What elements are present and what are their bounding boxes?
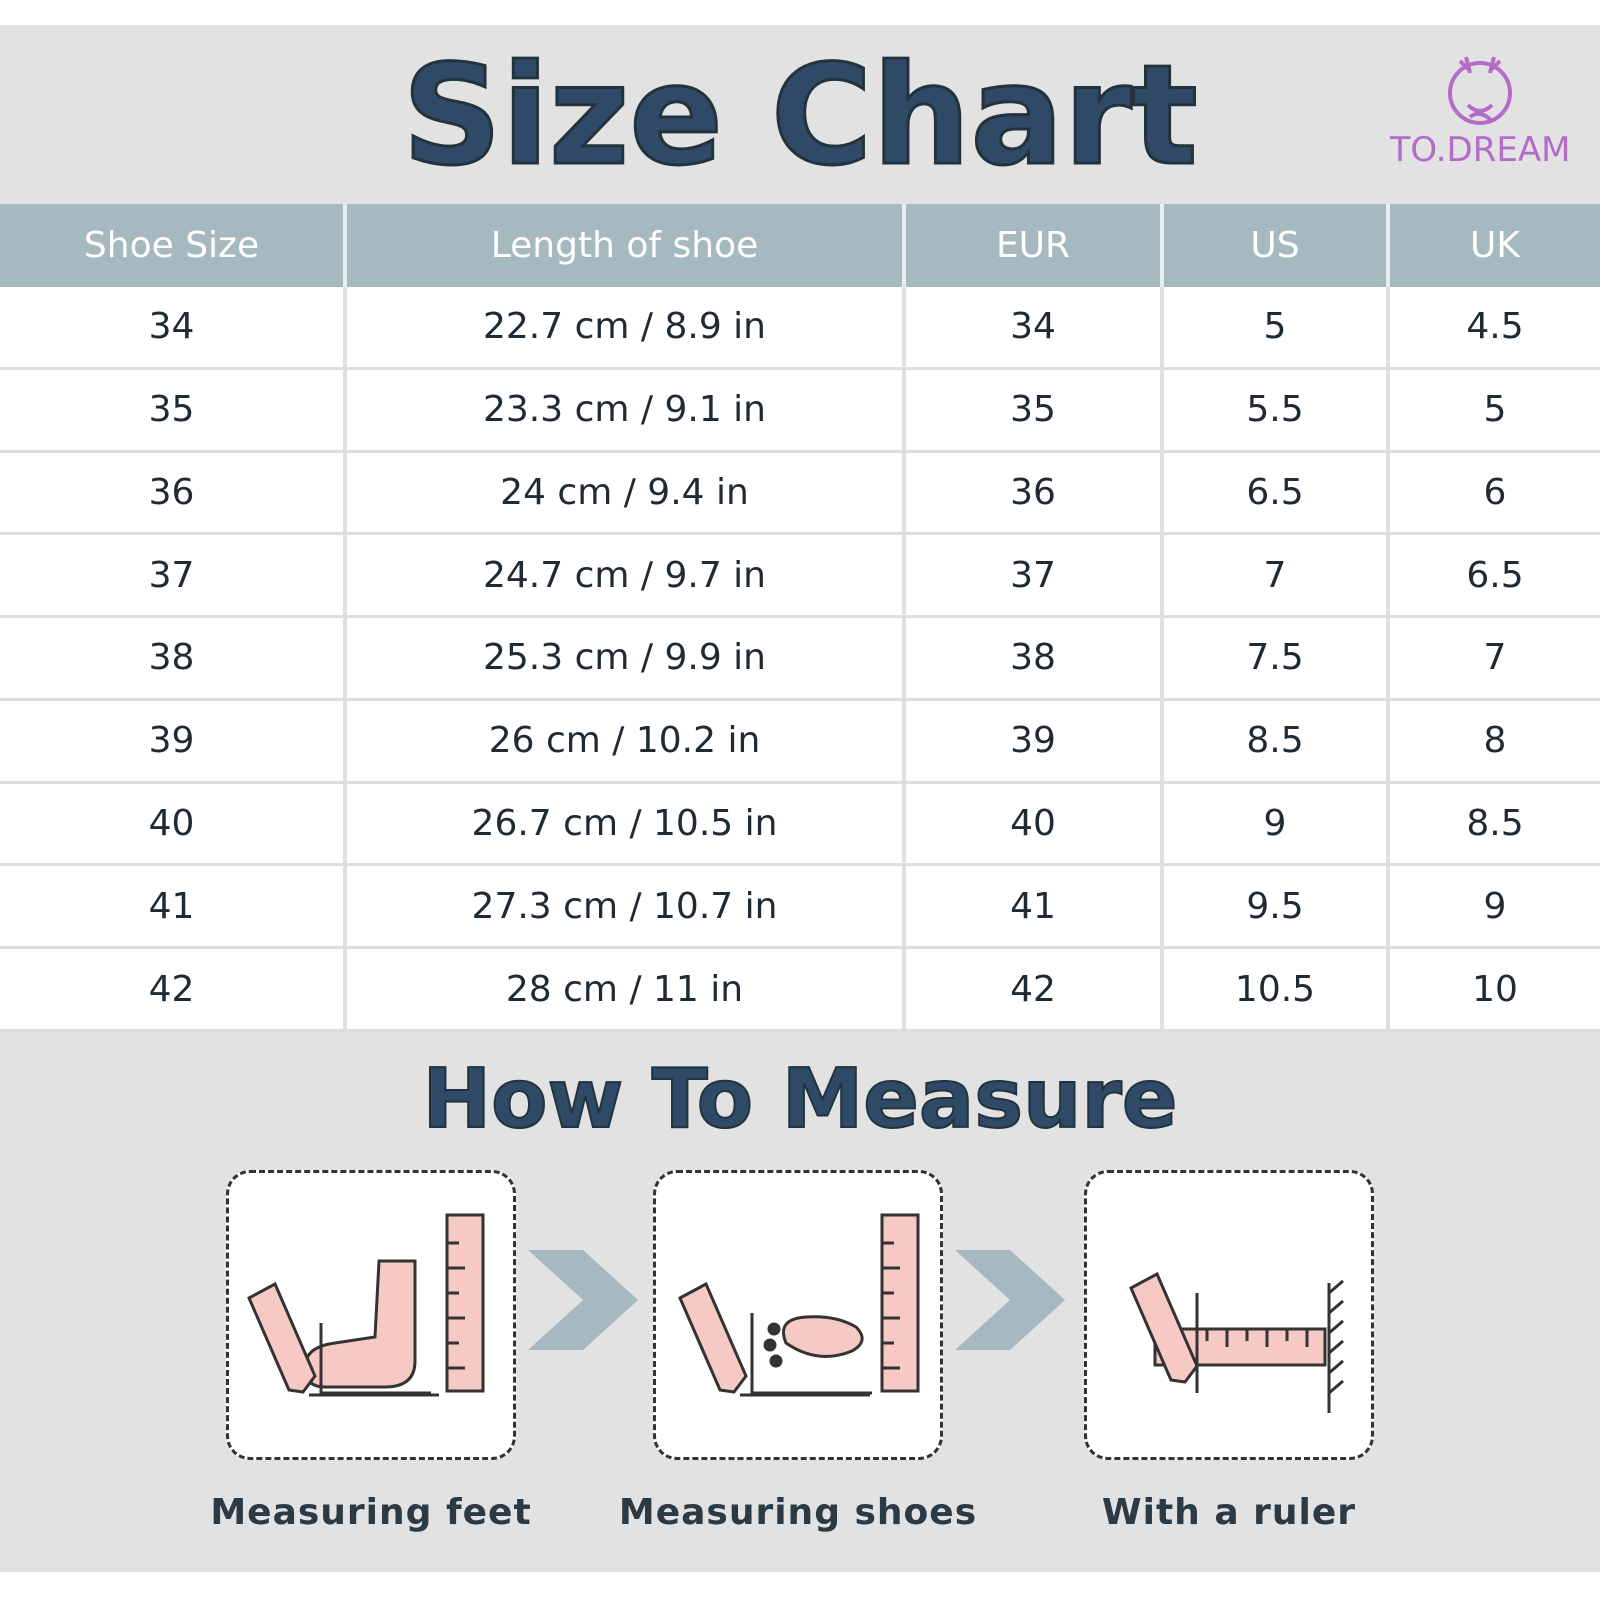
step-box [1084, 1170, 1374, 1460]
table-cell: 10 [1390, 949, 1600, 1032]
table-cell: 8.5 [1164, 700, 1390, 784]
table-cell: 24.7 cm / 9.7 in [347, 535, 906, 619]
column-header: UK [1390, 204, 1600, 287]
table-cell: 22.7 cm / 8.9 in [347, 287, 906, 370]
table-cell: 42 [906, 949, 1164, 1032]
table-cell: 8 [1390, 700, 1600, 784]
step-label: Measuring shoes [618, 1492, 978, 1533]
table-cell: 41 [0, 866, 347, 950]
table-cell: 39 [0, 700, 347, 784]
step-box [653, 1170, 943, 1460]
table-cell: 26 cm / 10.2 in [347, 700, 906, 784]
table-cell: 40 [0, 783, 347, 867]
table-cell: 6 [1390, 452, 1600, 536]
table-cell: 26.7 cm / 10.5 in [347, 783, 906, 867]
table-cell: 7.5 [1164, 618, 1390, 701]
step-label: Measuring feet [210, 1492, 532, 1533]
table-cell: 9 [1164, 783, 1390, 867]
page-title: Size Chart [401, 34, 1199, 197]
table-cell: 35 [906, 369, 1164, 453]
arrow [955, 1250, 1065, 1350]
table-cell: 25.3 cm / 9.9 in [347, 618, 906, 701]
table-cell: 8.5 [1390, 783, 1600, 867]
table-cell: 6.5 [1390, 535, 1600, 619]
table-cell: 7 [1390, 618, 1600, 701]
column-header: EUR [906, 204, 1164, 287]
ruler-icon [1129, 1271, 1344, 1413]
table-cell: 37 [906, 535, 1164, 619]
table-cell: 9.5 [1164, 866, 1390, 950]
table-cell: 9 [1390, 866, 1600, 950]
table-cell: 36 [0, 452, 347, 536]
column-header: US [1164, 204, 1390, 287]
column-header: Shoe Size [0, 204, 347, 287]
step-label: With a ruler [1101, 1492, 1357, 1533]
arrow [528, 1250, 638, 1350]
table-cell: 40 [906, 783, 1164, 867]
feet-icon [247, 1213, 485, 1397]
table-cell: 34 [906, 287, 1164, 370]
table-cell: 42 [0, 949, 347, 1032]
table-cell: 27.3 cm / 10.7 in [347, 866, 906, 950]
table-cell: 7 [1164, 535, 1390, 619]
table-cell: 10.5 [1164, 949, 1390, 1032]
table-cell: 37 [0, 535, 347, 619]
table-cell: 38 [906, 618, 1164, 701]
table-cell: 39 [906, 700, 1164, 784]
table-cell: 41 [906, 866, 1164, 950]
table-cell: 4.5 [1390, 287, 1600, 370]
table-cell: 23.3 cm / 9.1 in [347, 369, 906, 453]
table-cell: 5 [1164, 287, 1390, 370]
table-cell: 38 [0, 618, 347, 701]
logo-text: TO.DREAM [1390, 130, 1570, 170]
measure-title: How To Measure [422, 1051, 1179, 1148]
step-box [226, 1170, 516, 1460]
table-cell: 5.5 [1164, 369, 1390, 453]
shoes-icon [678, 1213, 920, 1397]
table-cell: 5 [1390, 369, 1600, 453]
header-band [0, 25, 1600, 205]
table-cell: 34 [0, 287, 347, 370]
table-cell: 6.5 [1164, 452, 1390, 536]
table-cell: 36 [906, 452, 1164, 536]
table-cell: 35 [0, 369, 347, 453]
logo: TO.DREAM [1390, 56, 1570, 170]
column-header: Length of shoe [347, 204, 906, 287]
table-cell: 28 cm / 11 in [347, 949, 906, 1032]
table-cell: 24 cm / 9.4 in [347, 452, 906, 536]
